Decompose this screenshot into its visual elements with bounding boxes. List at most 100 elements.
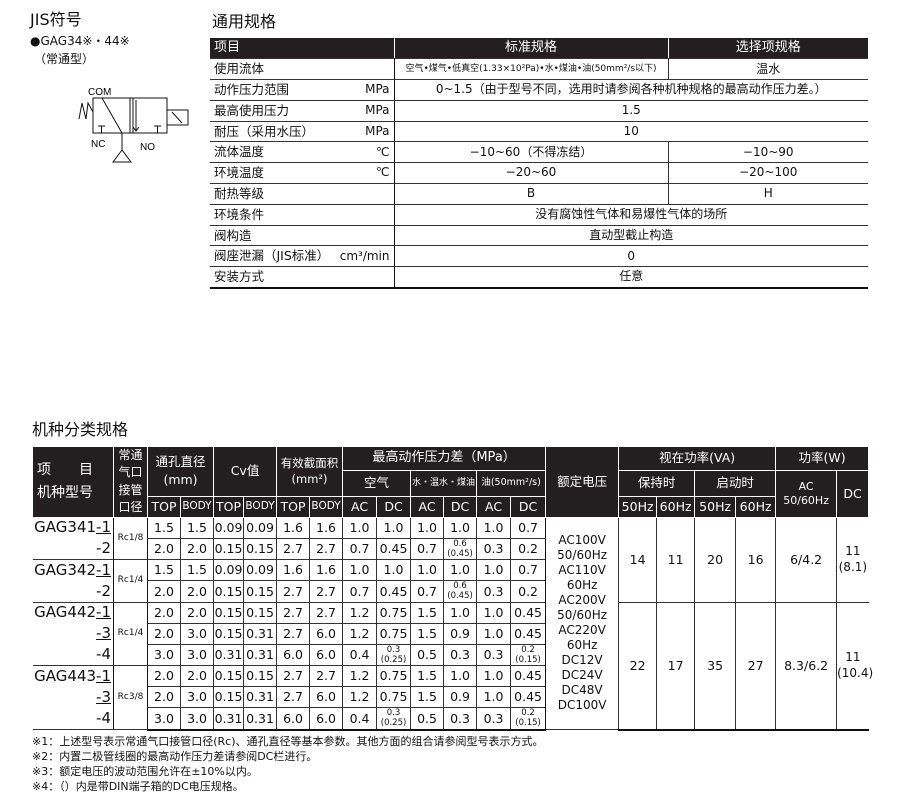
value-cell: 0.7	[510, 517, 546, 539]
spec-label: 耐压（采用水压）	[214, 123, 315, 139]
value-cell: 0.2	[510, 580, 546, 603]
header-item-model: 项 目机种型号	[32, 446, 114, 518]
spec-label: 环境温度	[214, 165, 265, 181]
spec-unit: cm³/min	[339, 248, 390, 263]
table-row: GAG442-1 Rc1/4 2.0 2.0 0.15 0.15 2.7 2.7 1.2 0.75…	[33, 602, 873, 731]
value-cell: 1.0	[410, 559, 444, 582]
model-suffix: -3	[96, 687, 111, 706]
power-value: 11 (8.1)	[836, 517, 869, 603]
value-cell: 0.7	[410, 580, 444, 603]
header-ac: AC	[410, 495, 445, 518]
value-cell: 6.0	[309, 686, 343, 709]
value-cell: 2.7	[276, 623, 310, 645]
header-starting: 启动时	[694, 470, 777, 497]
value-cell: 0.4	[342, 644, 377, 667]
value-cell: 2.7	[309, 665, 343, 688]
value-cell: 1.0	[443, 665, 477, 688]
spec-unit: ℃	[376, 144, 390, 159]
value-cell: 6.0	[276, 644, 310, 667]
power-value: 20	[694, 517, 736, 603]
spec-label-wrap: 阀构造	[214, 227, 390, 245]
value-cell: 2.0	[147, 580, 181, 603]
value-cell: 3.0	[179, 644, 214, 667]
header-ac: AC	[342, 495, 378, 518]
value-cell: 1.0	[476, 517, 511, 539]
spec-unit: MPa	[365, 82, 390, 97]
spec-label-wrap: 环境条件	[214, 206, 390, 224]
value-cell: 0.31	[243, 686, 277, 709]
value-cell: 1.5	[410, 623, 444, 645]
model-suffix: -1	[96, 666, 111, 685]
spec-row: 动作压力范围 MPa 0~1.5（由于型号不同，选用时请参阅各种机种规格的最高动作压…	[210, 79, 868, 101]
model-cell: -4	[32, 644, 114, 667]
value-cell: 0.9	[443, 623, 477, 645]
header-max-pressure: 最高动作压力差（MPa）	[342, 446, 547, 471]
spec-label: 使用流体	[214, 61, 265, 77]
spec-label: 流体温度	[214, 144, 265, 160]
header-body: BODY	[243, 495, 278, 518]
value-cell: 1.5	[147, 517, 181, 539]
spec-value: 10	[394, 121, 868, 143]
spec-label-cell: 流体温度 ℃	[210, 141, 395, 164]
spec-label: 最高使用压力	[214, 102, 290, 118]
nc-label: NC	[91, 139, 105, 150]
spec-label-wrap: 环境温度 ℃	[214, 164, 390, 182]
spec-value: 1.5	[394, 100, 868, 122]
model-cell: GAG442-1	[33, 602, 114, 623]
spec-unit: MPa	[365, 123, 390, 138]
value-cell: 1.5	[179, 517, 214, 539]
header-area: 有效截面积 (mm²)	[276, 446, 344, 497]
footnotes: ※1：上述型号表示常通气口接管口径(Rc)、通孔直径等基本参数。其他方面的组合请…	[32, 734, 544, 794]
spec-label-wrap: 耐压（采用水压） MPa	[214, 123, 390, 141]
value-cell: 0.45	[376, 580, 411, 603]
spec-row: 环境温度 ℃ −20~60 −20~100	[210, 162, 868, 185]
value-cell: 1.0	[376, 559, 411, 582]
header-top: TOP	[276, 495, 311, 518]
header-hz60: 60Hz	[735, 495, 777, 518]
value-cell: 3.0	[179, 707, 214, 731]
spec-label-cell: 耐压（采用水压） MPa	[210, 121, 395, 143]
power-value: 6/4.2	[775, 517, 837, 603]
spec-label-wrap: 最高使用压力 MPa	[214, 102, 390, 120]
header-hz60: 60Hz	[656, 495, 696, 518]
model-suffix: -1	[96, 518, 111, 537]
spec-label: 安装方式	[214, 268, 265, 284]
header-body: BODY	[309, 495, 344, 518]
header-holding: 保持时	[618, 470, 696, 497]
model-cell: GAG341-1	[33, 517, 114, 538]
value-cell: 1.6	[309, 517, 343, 539]
value-cell: 2.0	[147, 686, 181, 709]
value-cell: 0.15	[243, 538, 277, 561]
spec-label-wrap: 安装方式	[214, 268, 390, 286]
value-cell: 1.0	[376, 517, 411, 539]
value-cell: 0.15	[213, 623, 244, 645]
value-cell: 0.31	[213, 644, 244, 667]
spec-row: 流体温度 ℃ −10~60（不得冻结） −10~90	[210, 141, 868, 164]
spec-label: 环境条件	[214, 206, 265, 222]
spec-row: 耐热等级 B H	[210, 183, 868, 205]
value-cell: 3.0	[147, 707, 181, 731]
value-cell: 0.09	[243, 559, 277, 582]
header-voltage: 额定电压	[545, 446, 620, 518]
value-cell: 1.5	[410, 602, 444, 624]
jis-type-label: （常通型）	[34, 51, 95, 66]
footnote-3: ※3：额定电压的波动范围允许在±10%以内。	[32, 765, 258, 778]
value-cell: 0.09	[243, 517, 277, 539]
value-cell: 0.3	[443, 644, 477, 667]
table-row: -2 2.0 2.0 0.15 0.15 2.7 2.7 0.7 0.45 0.7 0.6 (0.4…	[32, 538, 869, 561]
value-cell: 2.7	[276, 602, 310, 624]
value-cell: 0.75	[376, 602, 411, 624]
value-cell: 0.7	[510, 559, 546, 582]
value-cell: 0.31	[243, 644, 277, 667]
header-standard: 标准规格	[393, 38, 668, 60]
header-body: BODY	[179, 495, 215, 518]
value-cell: 1.2	[342, 602, 377, 624]
power-value: 22	[618, 602, 657, 731]
value-cell: 0.15	[213, 538, 244, 561]
value-cell: 2.7	[309, 538, 343, 561]
value-cell: 0.45	[510, 623, 546, 645]
power-value: 17	[656, 602, 695, 731]
value-cell: 0.3	[476, 644, 511, 667]
value-cell: 2.0	[147, 538, 181, 561]
model-suffix: -4	[96, 709, 111, 728]
